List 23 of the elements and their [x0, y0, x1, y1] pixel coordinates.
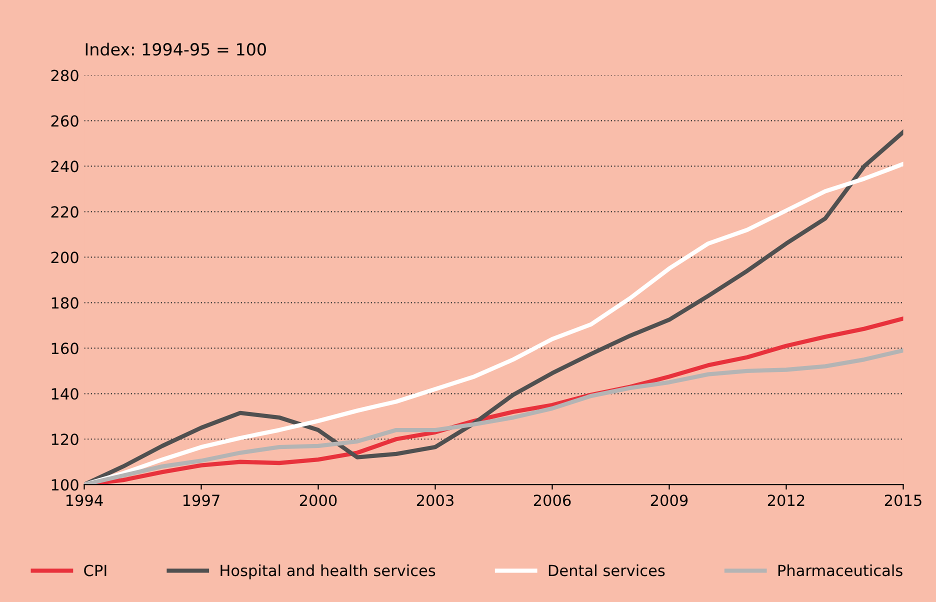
x-tick-label: 2009: [650, 494, 688, 506]
y-tick-label: 220: [51, 206, 78, 218]
x-tick-label: 2012: [768, 494, 804, 506]
y-tick-label: 200: [51, 252, 78, 264]
legend-label: Dental services: [548, 564, 665, 576]
y-tick-label: 280: [51, 70, 78, 82]
x-tick-label: 1997: [183, 494, 220, 506]
y-tick-label: 260: [51, 115, 78, 127]
y-tick-label: 160: [52, 342, 78, 354]
x-tick-label: 2003: [416, 494, 454, 506]
y-tick-label: 240: [51, 160, 78, 172]
x-tick-label: 2015: [884, 494, 922, 506]
x-tick-label: 2006: [534, 494, 571, 506]
legend-label: Pharmaceuticals: [778, 564, 902, 576]
x-tick-label: 1994: [66, 494, 103, 506]
y-tick-label: 180: [52, 297, 78, 309]
y-tick-label: 100: [52, 479, 78, 491]
y-tick-label: 120: [52, 434, 78, 446]
legend-label: CPI: [84, 564, 106, 576]
legend-label: Hospital and health services: [220, 564, 436, 580]
y-tick-label: 140: [52, 388, 78, 400]
y-axis-title: Index: 1994-95 = 100: [86, 42, 266, 56]
x-tick-label: 2000: [300, 494, 337, 506]
